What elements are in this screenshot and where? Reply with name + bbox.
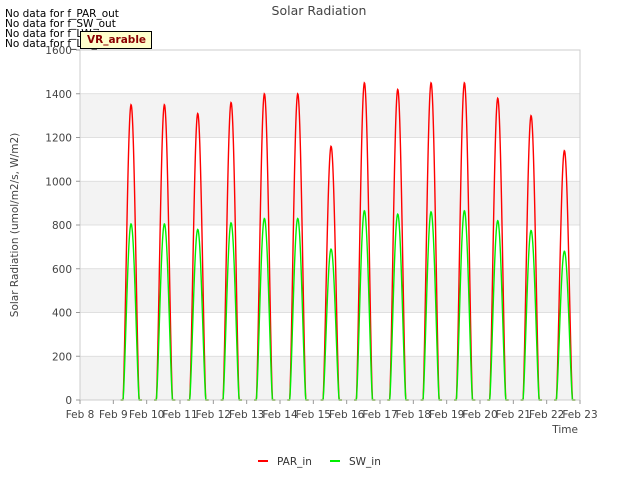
day-curve-SW_in bbox=[220, 221, 242, 401]
day-curve-SW_in bbox=[287, 217, 309, 401]
x-tick-label: Feb 19 bbox=[429, 409, 464, 421]
y-axis-label: Solar Radiation (umol/m2/s, W/m2) bbox=[9, 133, 21, 317]
legend: PAR_in SW_in bbox=[258, 456, 381, 468]
x-tick-label: Feb 23 bbox=[562, 409, 597, 421]
y-tick-label: 1600 bbox=[45, 45, 72, 57]
x-tick-label: Feb 21 bbox=[496, 409, 531, 421]
grid-band bbox=[80, 181, 580, 225]
y-axis-ticks: 0 200 400 600 800 1000 1200 1400 1600 bbox=[45, 45, 80, 407]
no-data-message: No data for f_SW_out bbox=[5, 18, 116, 30]
series-SW_in bbox=[120, 209, 576, 401]
grid-band bbox=[80, 93, 580, 138]
y-tick-label: 1400 bbox=[45, 89, 72, 101]
y-tick-label: 600 bbox=[52, 264, 72, 276]
day-curve-SW_in bbox=[387, 213, 409, 401]
x-tick-label: Feb 12 bbox=[196, 409, 231, 421]
no-data-message: No data for f_LW_in bbox=[5, 28, 107, 40]
day-curve-SW_in bbox=[120, 222, 142, 401]
day-curve-PAR_in bbox=[220, 101, 242, 401]
x-tick-label: Feb 17 bbox=[362, 409, 397, 421]
day-curve-SW_in bbox=[554, 250, 576, 401]
x-tick-label: Feb 10 bbox=[129, 409, 164, 421]
y-tick-label: 400 bbox=[52, 308, 72, 320]
day-curve-PAR_in bbox=[120, 103, 142, 401]
y-tick-label: 1000 bbox=[45, 176, 72, 188]
series-lines bbox=[120, 81, 576, 401]
day-curve-PAR_in bbox=[487, 96, 509, 401]
day-curve-PAR_in bbox=[154, 103, 176, 401]
x-tick-label: Feb 8 bbox=[66, 409, 95, 421]
day-curve-SW_in bbox=[154, 222, 176, 401]
x-tick-label: Feb 14 bbox=[262, 409, 298, 421]
y-tick-label: 0 bbox=[65, 395, 72, 407]
x-tick-label: Feb 11 bbox=[162, 409, 197, 421]
day-curve-SW_in bbox=[487, 219, 509, 401]
site-badge: VR_arable bbox=[80, 31, 152, 49]
y-tick-label: 1200 bbox=[45, 133, 72, 145]
no-data-message: No data for f_PAR_out bbox=[5, 8, 119, 20]
no-data-message: No data for f_LW_out bbox=[5, 38, 115, 50]
x-tick-label: Feb 20 bbox=[462, 409, 497, 421]
x-axis-label: Time bbox=[551, 424, 578, 436]
day-curve-SW_in bbox=[520, 229, 542, 401]
day-curve-PAR_in bbox=[287, 92, 309, 401]
day-curve-SW_in bbox=[320, 248, 342, 401]
day-curve-SW_in bbox=[420, 210, 442, 401]
day-curve-SW_in bbox=[254, 217, 276, 401]
x-tick-label: Feb 18 bbox=[396, 409, 431, 421]
x-tick-label: Feb 22 bbox=[529, 409, 564, 421]
legend-label: SW_in bbox=[349, 456, 381, 468]
y-tick-label: 800 bbox=[52, 220, 72, 232]
chart-title: Solar Radiation bbox=[272, 3, 367, 18]
legend-label: PAR_in bbox=[277, 456, 312, 468]
day-curve-SW_in bbox=[187, 228, 209, 401]
y-tick-label: 200 bbox=[52, 351, 72, 363]
x-tick-label: Feb 13 bbox=[229, 409, 264, 421]
day-curve-PAR_in bbox=[254, 92, 276, 401]
x-tick-label: Feb 15 bbox=[296, 409, 331, 421]
day-curve-SW_in bbox=[354, 209, 376, 401]
grid-band bbox=[80, 356, 580, 400]
grid-band bbox=[80, 268, 580, 313]
x-tick-label: Feb 16 bbox=[329, 409, 365, 421]
day-curve-SW_in bbox=[454, 209, 476, 401]
x-tick-label: Feb 9 bbox=[99, 409, 128, 421]
